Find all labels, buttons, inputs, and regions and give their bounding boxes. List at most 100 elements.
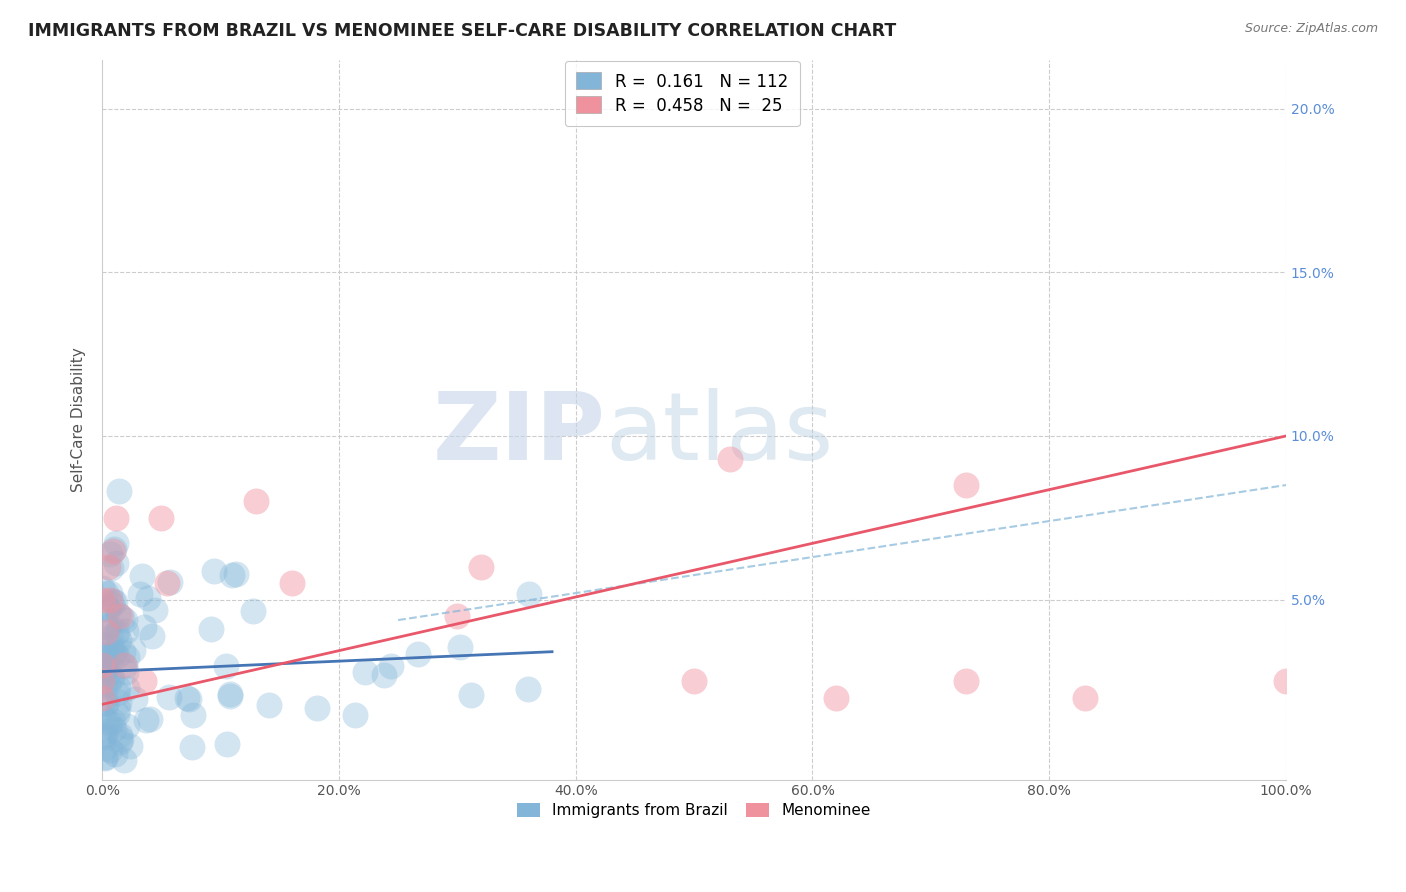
Point	[97, 560, 120, 574]
Point	[143, 603, 166, 617]
Point	[221, 568, 243, 582]
Point	[105, 686, 128, 700]
Text: ZIP: ZIP	[433, 388, 606, 480]
Point	[98, 547, 121, 561]
Point	[94, 730, 117, 744]
Point	[516, 681, 538, 696]
Point	[219, 687, 242, 701]
Point	[94, 749, 117, 764]
Point	[104, 645, 127, 659]
Point	[107, 695, 129, 709]
Point	[105, 648, 128, 663]
Point	[93, 655, 115, 669]
Point	[460, 688, 482, 702]
Point	[93, 741, 115, 756]
Point	[94, 750, 117, 764]
Point	[93, 670, 115, 684]
Point	[215, 658, 238, 673]
Point	[115, 681, 138, 695]
Point	[93, 679, 115, 693]
Point	[112, 644, 135, 658]
Point	[91, 592, 114, 607]
Legend: Immigrants from Brazil, Menominee: Immigrants from Brazil, Menominee	[509, 796, 879, 826]
Point	[103, 722, 125, 736]
Point	[242, 604, 264, 618]
Point	[107, 633, 129, 648]
Point	[91, 665, 114, 679]
Point	[955, 674, 977, 689]
Point	[1074, 690, 1097, 705]
Point	[105, 510, 128, 524]
Point	[91, 690, 114, 705]
Point	[103, 714, 125, 728]
Point	[955, 478, 977, 492]
Point	[132, 620, 155, 634]
Point	[225, 566, 247, 581]
Point	[136, 591, 159, 606]
Point	[94, 638, 117, 652]
Point	[94, 625, 117, 640]
Point	[1275, 674, 1298, 689]
Point	[107, 607, 129, 621]
Point	[100, 715, 122, 730]
Point	[115, 650, 138, 665]
Text: atlas: atlas	[606, 388, 834, 480]
Point	[105, 707, 128, 722]
Point	[100, 597, 122, 611]
Point	[104, 747, 127, 761]
Point	[105, 557, 128, 571]
Point	[183, 707, 205, 722]
Point	[373, 667, 395, 681]
Point	[103, 648, 125, 662]
Point	[98, 743, 121, 757]
Point	[108, 609, 131, 624]
Point	[354, 665, 377, 680]
Point	[135, 713, 157, 727]
Point	[470, 560, 492, 574]
Point	[107, 624, 129, 638]
Point	[177, 691, 200, 706]
Point	[114, 613, 136, 627]
Point	[108, 483, 131, 498]
Point	[825, 690, 848, 705]
Point	[124, 692, 146, 706]
Point	[176, 691, 198, 706]
Point	[408, 647, 430, 661]
Point	[100, 670, 122, 684]
Point	[114, 753, 136, 767]
Point	[215, 737, 238, 751]
Point	[449, 640, 471, 654]
Point	[94, 664, 117, 678]
Point	[100, 630, 122, 644]
Point	[96, 715, 118, 730]
Point	[96, 620, 118, 634]
Point	[103, 541, 125, 556]
Point	[98, 657, 121, 671]
Point	[104, 536, 127, 550]
Point	[97, 601, 120, 615]
Point	[120, 739, 142, 753]
Point	[98, 586, 121, 600]
Point	[204, 565, 226, 579]
Point	[107, 681, 129, 695]
Point	[91, 674, 114, 689]
Point	[93, 662, 115, 676]
Point	[97, 602, 120, 616]
Point	[100, 640, 122, 654]
Point	[141, 629, 163, 643]
Point	[115, 624, 138, 638]
Point	[181, 739, 204, 754]
Point	[280, 576, 302, 591]
Point	[380, 659, 402, 673]
Point	[305, 701, 328, 715]
Point	[219, 689, 242, 703]
Point	[97, 649, 120, 664]
Point	[108, 735, 131, 749]
Point	[100, 592, 122, 607]
Point	[101, 543, 124, 558]
Point	[138, 712, 160, 726]
Point	[156, 576, 179, 591]
Point	[93, 723, 115, 738]
Point	[93, 618, 115, 632]
Point	[107, 702, 129, 716]
